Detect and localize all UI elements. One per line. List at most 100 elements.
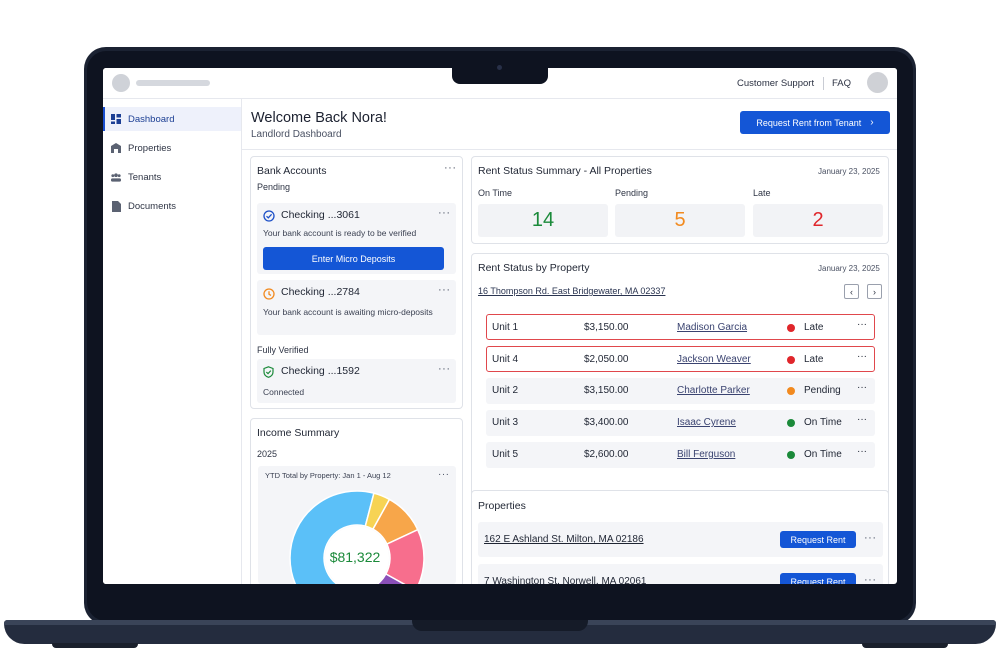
clock-icon	[263, 287, 275, 305]
rent-amount: $3,150.00	[584, 322, 629, 333]
chevron-right-icon[interactable]: ›	[867, 284, 882, 299]
donut-slice[interactable]	[384, 528, 425, 584]
laptop-foot-left	[52, 643, 138, 648]
request-rent-from-tenant-button[interactable]: Request Rent from Tenant ›	[740, 111, 890, 134]
rent-amount: $2,600.00	[584, 449, 629, 460]
donut-center	[325, 526, 389, 584]
more-options-icon[interactable]: ···	[438, 363, 451, 375]
sidebar-item-tenants[interactable]: Tenants	[103, 165, 241, 189]
status-label: On Time	[804, 449, 842, 460]
account-status: Connected	[263, 387, 305, 397]
unit-label: Unit 4	[492, 354, 519, 365]
logo-icon[interactable]	[112, 74, 130, 92]
donut-chart-panel: YTD Total by Property: Jan 1 - Aug 12 ··…	[258, 466, 456, 584]
unit-label: Unit 5	[492, 449, 519, 460]
header-divider	[242, 149, 897, 150]
rent-summary-title: Rent Status Summary - All Properties	[478, 165, 652, 177]
properties-title: Properties	[478, 500, 526, 512]
table-row[interactable]: Unit 5 $2,600.00 Bill Ferguson On Time ·…	[486, 442, 875, 468]
status-label: Late	[804, 354, 824, 365]
account-description: Your bank account is awaiting micro-depo…	[263, 307, 433, 317]
property-address-link[interactable]: 162 E Ashland St. Milton, MA 02186	[484, 534, 644, 545]
more-options-icon[interactable]: ···	[857, 446, 867, 457]
page-title: Welcome Back Nora!	[251, 110, 387, 126]
account-card-1592	[257, 359, 456, 403]
customer-support-link[interactable]: Customer Support	[737, 78, 815, 89]
rent-by-property-title: Rent Status by Property	[478, 262, 590, 274]
sidebar: Dashboard Properties Tenants Documents	[103, 99, 242, 584]
request-rent-button[interactable]: Request Rent	[780, 531, 856, 548]
rent-amount: $3,150.00	[584, 385, 629, 396]
pending-status-dot	[787, 387, 795, 395]
tenant-link[interactable]: Madison Garcia	[677, 322, 748, 333]
shield-check-icon	[263, 365, 274, 383]
on-time-status-dot	[787, 451, 795, 459]
late-count[interactable]: 2	[753, 204, 883, 237]
unit-label: Unit 1	[492, 322, 519, 333]
more-options-icon[interactable]: ···	[438, 469, 450, 480]
status-label: Late	[804, 322, 824, 333]
more-options-icon[interactable]: ···	[438, 284, 451, 296]
late-label: Late	[753, 188, 771, 198]
tenant-link[interactable]: Jackson Weaver	[677, 354, 751, 365]
sidebar-item-dashboard[interactable]: Dashboard	[103, 107, 241, 131]
table-row[interactable]: Unit 4 $2,050.00 Jackson Weaver Late ···	[486, 346, 875, 372]
on-time-count[interactable]: 14	[478, 204, 608, 237]
building-icon	[111, 143, 121, 153]
account-name: Checking ...2784	[281, 286, 360, 298]
people-icon	[111, 172, 121, 182]
more-options-icon[interactable]: ···	[864, 532, 877, 544]
property-address-link[interactable]: 16 Thompson Rd. East Bridgewater, MA 023…	[478, 286, 666, 296]
account-name: Checking ...3061	[281, 209, 360, 221]
top-divider	[823, 77, 824, 90]
sidebar-item-documents[interactable]: Documents	[103, 194, 241, 218]
donut-slice[interactable]	[365, 572, 416, 584]
on-time-status-dot	[787, 419, 795, 427]
table-row[interactable]: Unit 1 $3,150.00 Madison Garcia Late ···	[486, 314, 875, 340]
table-row[interactable]: Unit 3 $3,400.00 Isaac Cyrene On Time ··…	[486, 410, 875, 436]
document-icon	[111, 200, 121, 212]
pending-count[interactable]: 5	[615, 204, 745, 237]
account-name: Checking ...1592	[281, 365, 360, 377]
status-label: On Time	[804, 417, 842, 428]
donut-chart	[289, 490, 425, 584]
dashboard-icon	[111, 114, 121, 124]
rent-amount: $3,400.00	[584, 417, 629, 428]
donut-slice[interactable]	[289, 490, 375, 584]
check-badge-icon	[263, 209, 275, 227]
camera-notch	[452, 60, 548, 84]
list-item: 7 Washington St. Norwell, MA 02061 Reque…	[478, 564, 883, 584]
sidebar-item-label: Documents	[128, 200, 177, 212]
late-status-dot	[787, 356, 795, 364]
more-options-icon[interactable]: ···	[864, 574, 877, 584]
page-subtitle: Landlord Dashboard	[251, 129, 342, 140]
account-description: Your bank account is ready to be verifie…	[263, 228, 417, 238]
table-row[interactable]: Unit 2 $3,150.00 Charlotte Parker Pendin…	[486, 378, 875, 404]
tenant-link[interactable]: Charlotte Parker	[677, 385, 750, 396]
unit-label: Unit 3	[492, 417, 519, 428]
sidebar-item-label: Tenants	[128, 171, 162, 183]
income-summary-title: Income Summary	[257, 427, 340, 439]
rent-by-property-date: January 23, 2025	[818, 264, 880, 273]
sidebar-item-label: Properties	[128, 142, 172, 154]
more-options-icon[interactable]: ···	[857, 319, 867, 330]
more-options-icon[interactable]: ···	[444, 162, 457, 174]
tenant-link[interactable]: Bill Ferguson	[677, 449, 736, 460]
late-status-dot	[787, 324, 795, 332]
chevron-left-icon[interactable]: ‹	[844, 284, 859, 299]
enter-micro-deposits-button[interactable]: Enter Micro Deposits	[263, 247, 444, 270]
fully-verified-label: Fully Verified	[257, 345, 309, 355]
property-address-link[interactable]: 7 Washington St. Norwell, MA 02061	[484, 576, 647, 584]
more-options-icon[interactable]: ···	[857, 414, 867, 425]
unit-label: Unit 2	[492, 385, 519, 396]
more-options-icon[interactable]: ···	[857, 382, 867, 393]
sidebar-item-properties[interactable]: Properties	[103, 136, 241, 160]
more-options-icon[interactable]: ···	[857, 351, 867, 362]
avatar[interactable]	[867, 72, 888, 93]
pending-label: Pending	[257, 182, 291, 192]
tenant-link[interactable]: Isaac Cyrene	[677, 417, 736, 428]
faq-link[interactable]: FAQ	[832, 78, 852, 89]
request-rent-button[interactable]: Request Rent	[780, 573, 856, 584]
more-options-icon[interactable]: ···	[438, 207, 451, 219]
on-time-label: On Time	[478, 188, 513, 198]
